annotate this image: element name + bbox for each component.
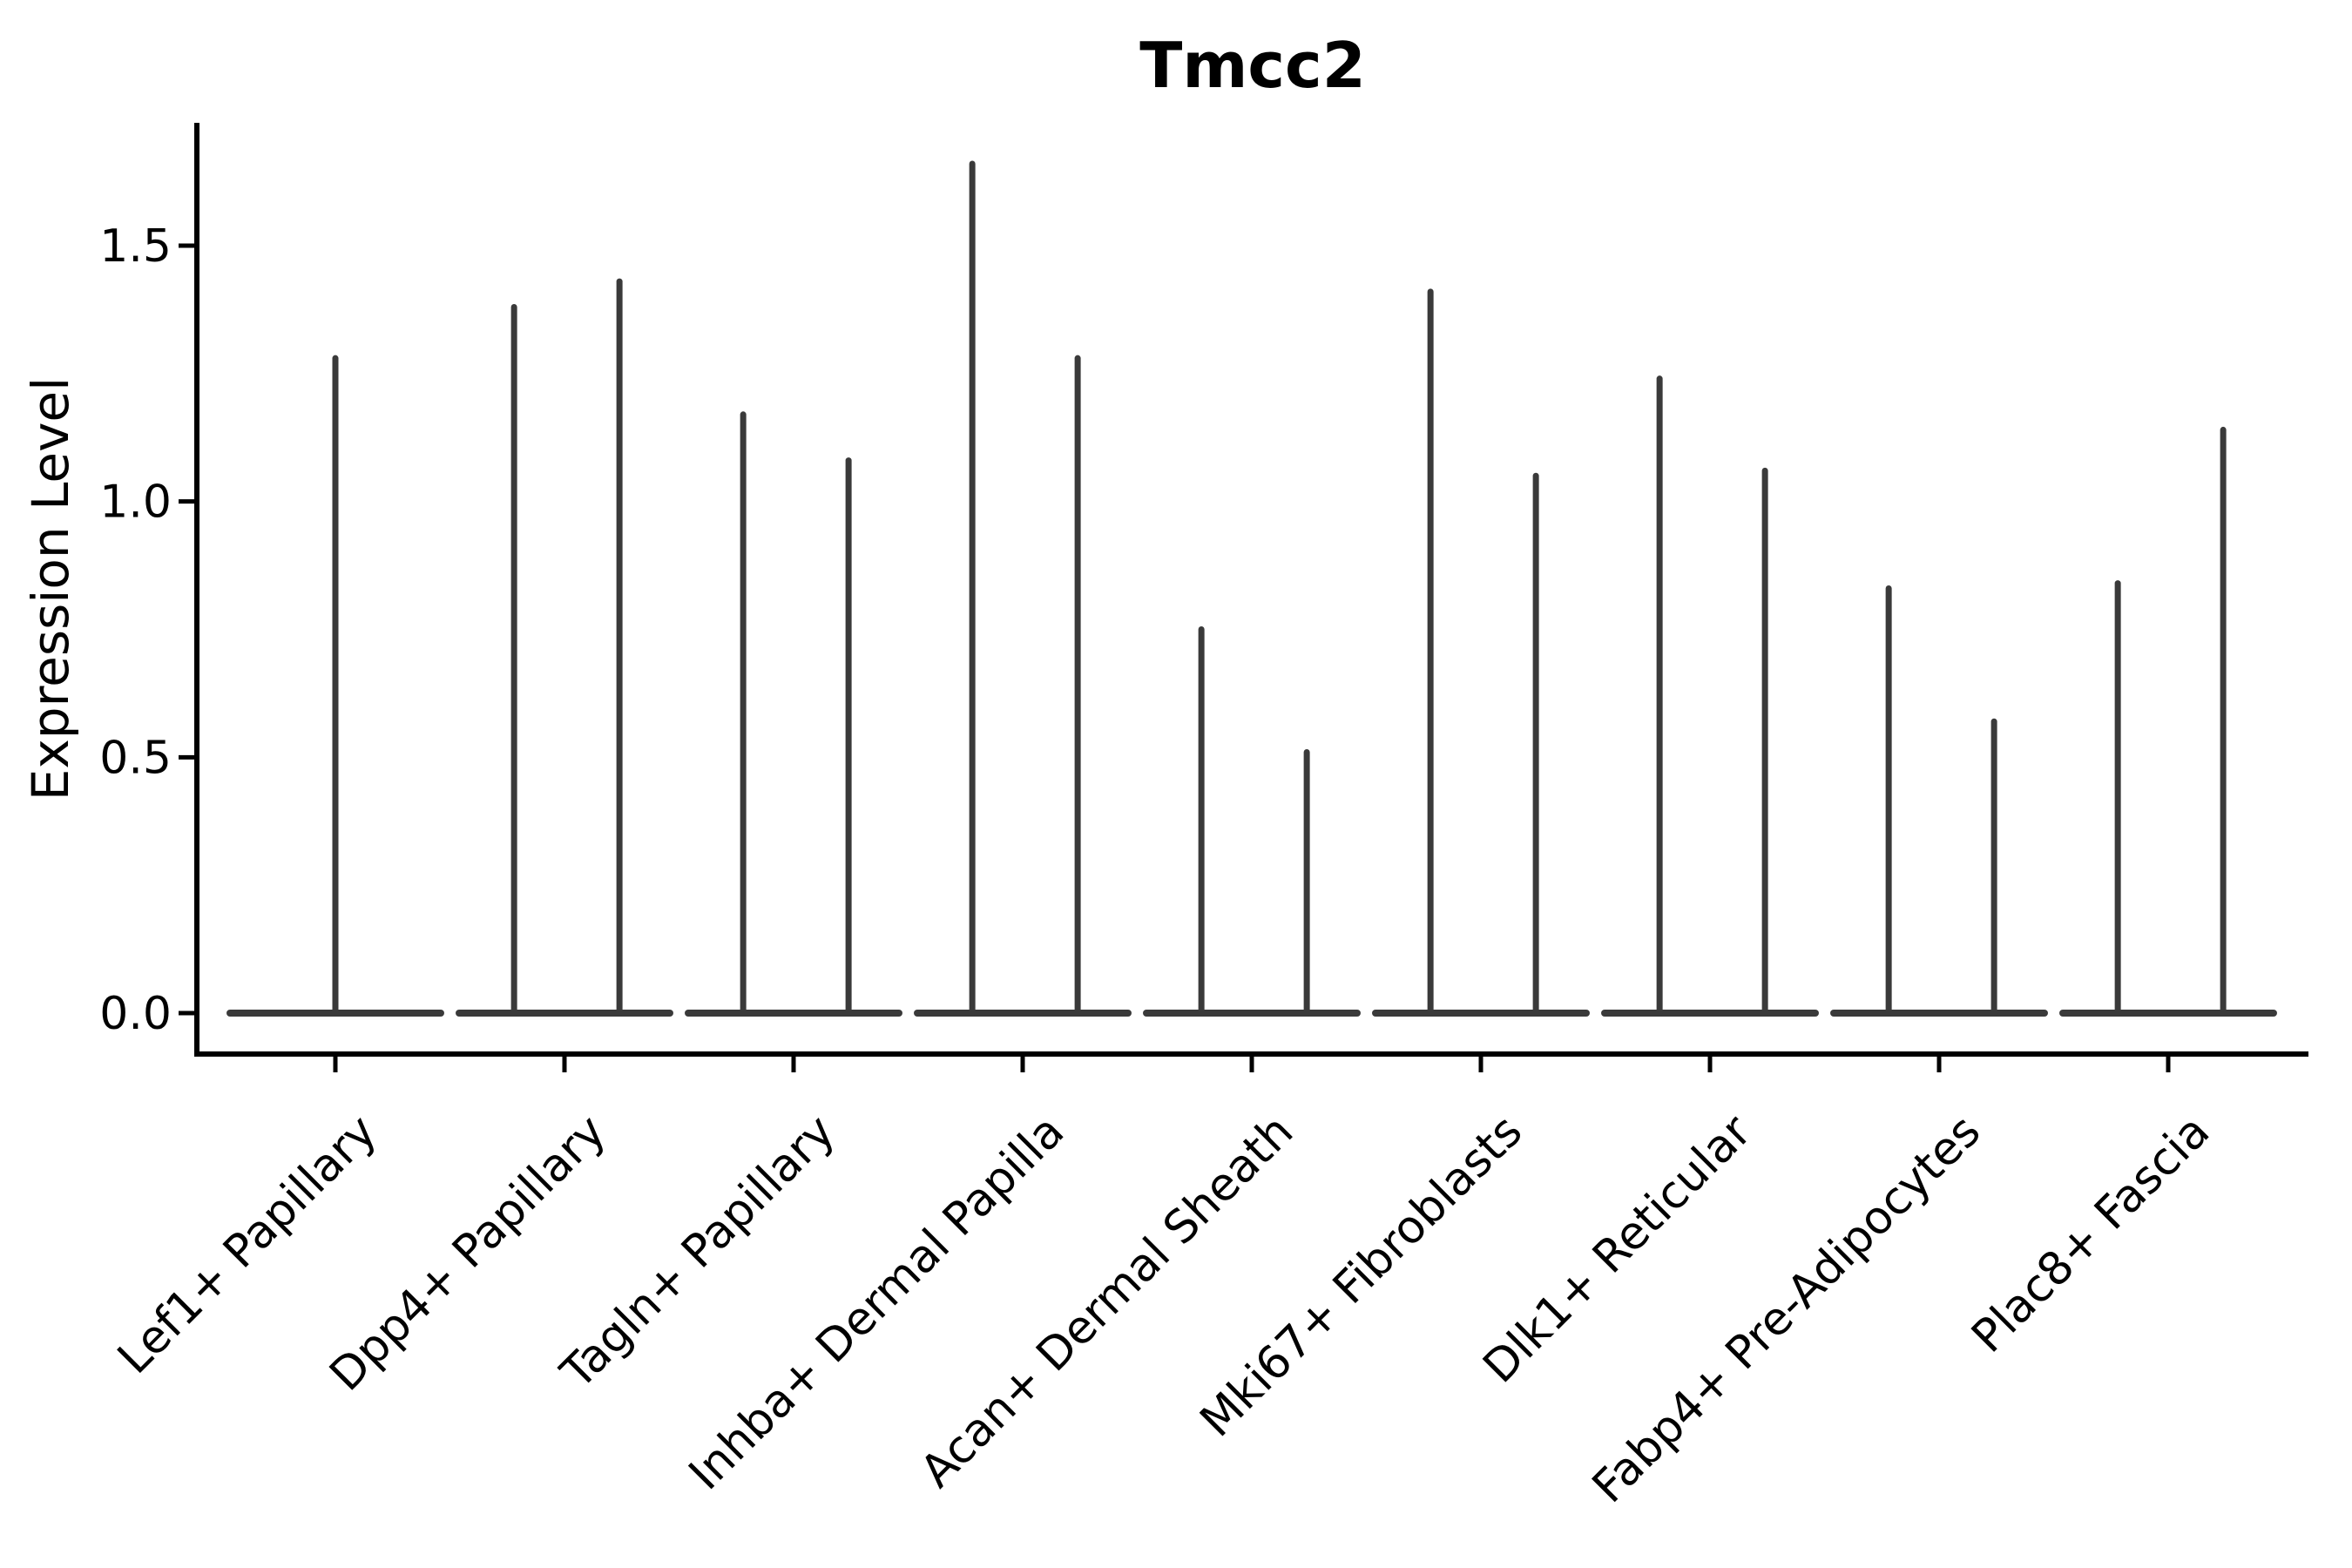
y-tick-label: 1.5 xyxy=(99,220,172,273)
x-tick-label: Plac8+ Fascia xyxy=(1962,1105,2220,1363)
violins-group xyxy=(226,160,2277,1017)
y-tick-label: 1.0 xyxy=(99,476,172,529)
x-tick-label: Inhba+ Dermal Papilla xyxy=(679,1105,1074,1500)
x-tick-label: Acan+ Dermal Sheath xyxy=(911,1105,1304,1498)
x-tick-label: Fabp4+ Pre-Adipocytes xyxy=(1583,1105,1990,1513)
chart-title: Tmcc2 xyxy=(1139,29,1366,102)
y-tick-label: 0.0 xyxy=(99,988,172,1040)
y-axis-label: Expression Level xyxy=(21,377,80,801)
y-tick-label: 0.5 xyxy=(99,732,172,784)
axes-group xyxy=(179,123,2308,1072)
